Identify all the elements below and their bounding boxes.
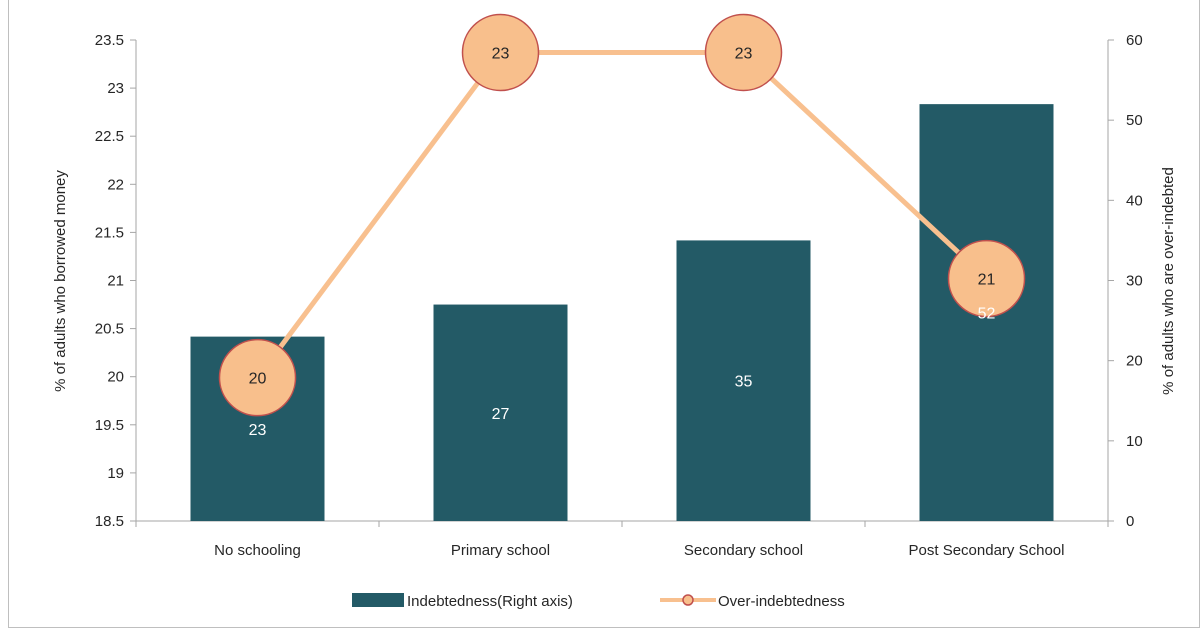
point-value-label: 20 — [249, 371, 267, 388]
line-point — [704, 13, 783, 92]
y-axis-title: % of adults who borrowed money — [52, 170, 69, 392]
bar — [433, 304, 568, 521]
point-value-label: 23 — [492, 46, 510, 63]
legend-line-label: Over-indebtedness — [718, 593, 845, 610]
axes: 18.5 19 19.5 20 20.5 21 21.5 22 22.5 23 23.5 0 10 20 3… — [95, 32, 1143, 559]
x-category-label: Secondary school — [684, 542, 803, 559]
point-value-label: 21 — [978, 272, 996, 289]
y-tick-label: 18.5 — [95, 513, 124, 530]
y2-tick-label: 30 — [1126, 273, 1143, 290]
legend: Indebtedness(Right axis) Over-indebtedne… — [352, 593, 845, 610]
y2-tick-label: 0 — [1126, 513, 1134, 530]
line-point — [461, 13, 540, 92]
line-point — [947, 239, 1026, 318]
y-tick-label: 23.5 — [95, 32, 124, 49]
y2-tick-label: 10 — [1126, 433, 1143, 450]
y-tick-label: 20.5 — [95, 321, 124, 338]
legend-bar-swatch — [352, 593, 404, 607]
y-tick-label: 23 — [107, 80, 124, 97]
y2-axis-title: % of adults who are over-indebted — [1160, 167, 1177, 395]
line-path — [255, 50, 989, 380]
legend-marker-swatch — [682, 594, 694, 606]
line-point — [218, 338, 297, 417]
y-tick-label: 21 — [107, 273, 124, 290]
bar-value-label: 23 — [249, 422, 267, 439]
y2-tick-label: 50 — [1126, 112, 1143, 129]
y-tick-label: 19.5 — [95, 417, 124, 434]
legend-bar-label: Indebtedness(Right axis) — [407, 593, 573, 610]
bar-value-label: 52 — [978, 306, 996, 323]
y2-tick-label: 60 — [1126, 32, 1143, 49]
x-category-label: Post Secondary School — [909, 542, 1065, 559]
y-tick-label: 22.5 — [95, 128, 124, 145]
y-tick-label: 21.5 — [95, 224, 124, 241]
point-value-label: 23 — [735, 46, 753, 63]
y2-tick-label: 40 — [1126, 192, 1143, 209]
bar-value-label: 35 — [735, 374, 753, 391]
x-category-label: Primary school — [451, 542, 550, 559]
bar-series — [190, 104, 1054, 521]
y2-tick-label: 20 — [1126, 353, 1143, 370]
y-tick-label: 22 — [107, 176, 124, 193]
bar-value-label: 27 — [492, 406, 510, 423]
y-tick-label: 20 — [107, 369, 124, 386]
line-series — [218, 13, 1026, 417]
y-tick-label: 19 — [107, 465, 124, 482]
x-category-label: No schooling — [214, 542, 301, 559]
bar — [676, 240, 811, 521]
labels: 23 27 35 52 20 23 23 21 — [249, 46, 996, 439]
